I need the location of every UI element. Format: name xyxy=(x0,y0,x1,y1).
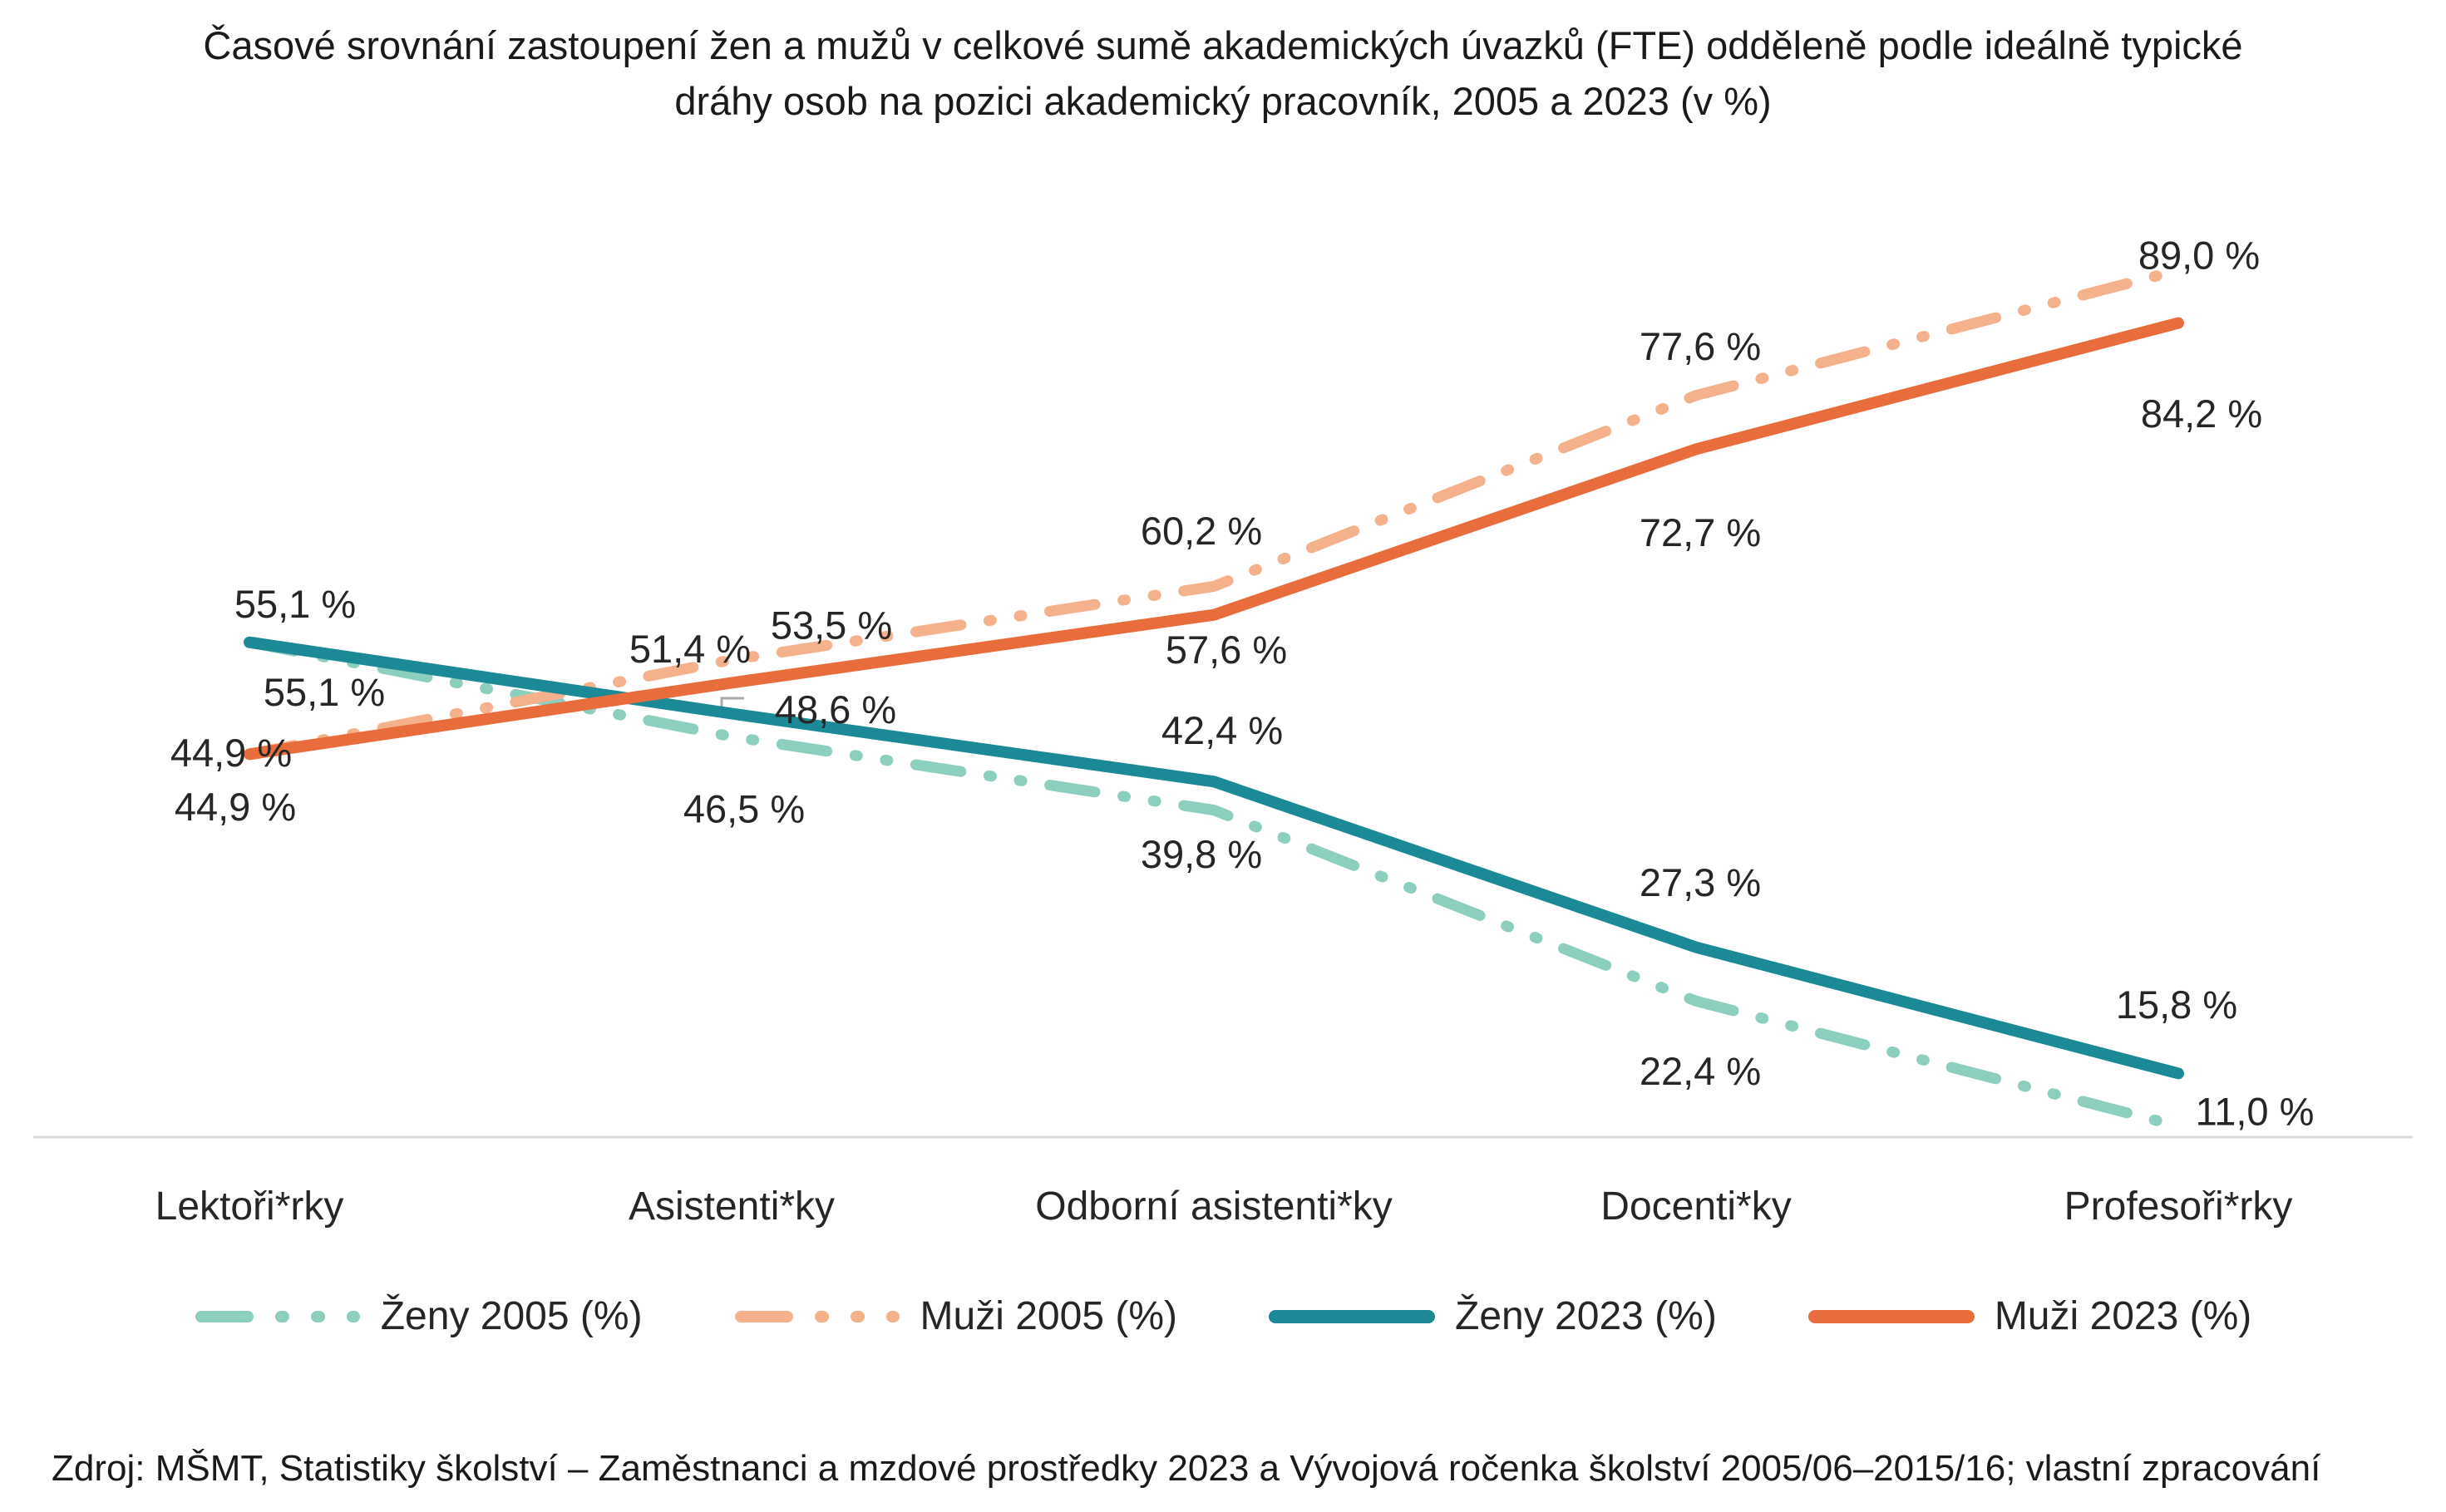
source-note: Zdroj: MŠMT, Statistiky školství – Zaměs… xyxy=(52,1448,2321,1489)
x-axis-label-3: Docenti*ky xyxy=(1600,1184,1792,1229)
data-label-muzi-2005-2: 60,2 % xyxy=(1141,509,1262,553)
data-label-muzi-2023-1: 51,4 % xyxy=(629,627,751,671)
data-label-zeny-2005-1: 46,5 % xyxy=(683,787,805,831)
data-label-muzi-2005-0: 44,9 % xyxy=(175,785,296,829)
series-line-muzi-2023 xyxy=(244,317,2184,761)
x-axis: Lektoři*rky Asistenti*ky Odborní asistenti… xyxy=(0,1184,2446,1234)
chart-title: Časové srovnání zastoupení žen a mužů v … xyxy=(0,18,2446,129)
data-label-muzi-2023-0: 44,9 % xyxy=(170,731,292,775)
series-line-zeny-2005 xyxy=(244,637,2184,1132)
data-label-muzi-2005-4: 89,0 % xyxy=(2138,234,2260,278)
legend-swatch-muzi-2023 xyxy=(1807,1309,1975,1323)
x-axis-label-2: Odborní asistenti*ky xyxy=(1035,1184,1393,1229)
chart-title-line2: dráhy osob na pozici akademický pracovní… xyxy=(674,78,1772,123)
data-label-muzi-2023-4: 84,2 % xyxy=(2141,392,2262,436)
data-label-muzi-2023-3: 72,7 % xyxy=(1640,510,1761,554)
legend-swatch-zeny-2023 xyxy=(1269,1309,1435,1323)
legend-label-muzi-2023: Muži 2023 (%) xyxy=(1994,1294,2252,1338)
legend-item-zeny-2023: Ženy 2023 (%) xyxy=(1269,1293,1717,1339)
legend-swatch-zeny-2005 xyxy=(195,1310,360,1322)
data-label-muzi-2005-1: 53,5 % xyxy=(771,603,892,647)
data-label-zeny-2023-1: 48,6 % xyxy=(775,687,896,731)
data-label-zeny-2023-0: 55,1 % xyxy=(234,582,356,626)
chart-title-line1: Časové srovnání zastoupení žen a mužů v … xyxy=(203,23,2243,67)
x-axis-label-1: Asistenti*ky xyxy=(628,1184,836,1229)
legend-label-muzi-2005: Muži 2005 (%) xyxy=(920,1294,1177,1338)
data-label-zeny-2005-0: 55,1 % xyxy=(264,670,385,714)
legend-label-zeny-2023: Ženy 2023 (%) xyxy=(1455,1294,1717,1338)
data-label-muzi-2005-3: 77,6 % xyxy=(1640,324,1761,368)
legend-item-muzi-2005: Muži 2005 (%) xyxy=(734,1293,1177,1339)
data-label-zeny-2023-3: 27,3 % xyxy=(1640,860,1761,904)
data-label-muzi-2023-2: 57,6 % xyxy=(1166,628,1287,672)
x-axis-label-0: Lektoři*rky xyxy=(155,1184,344,1229)
data-label-zeny-2023-4: 15,8 % xyxy=(2116,983,2237,1027)
data-label-zeny-2005-3: 22,4 % xyxy=(1640,1049,1761,1093)
series-line-zeny-2023 xyxy=(244,636,2184,1080)
x-axis-label-4: Profesoři*rky xyxy=(2064,1184,2293,1229)
data-label-zeny-2023-2: 42,4 % xyxy=(1161,708,1283,752)
data-label-zeny-2005-2: 39,8 % xyxy=(1141,832,1262,876)
legend-label-zeny-2005: Ženy 2005 (%) xyxy=(380,1294,643,1338)
legend: Ženy 2005 (%) Muži 2005 (%) Ženy 2023 (%) M… xyxy=(0,1293,2446,1339)
legend-item-muzi-2023: Muži 2023 (%) xyxy=(1807,1293,2252,1339)
legend-item-zeny-2005: Ženy 2005 (%) xyxy=(195,1293,643,1339)
data-label-zeny-2005-4: 11,0 % xyxy=(2196,1089,2315,1133)
legend-swatch-muzi-2005 xyxy=(734,1310,900,1322)
series-line-muzi-2005 xyxy=(244,264,2184,760)
